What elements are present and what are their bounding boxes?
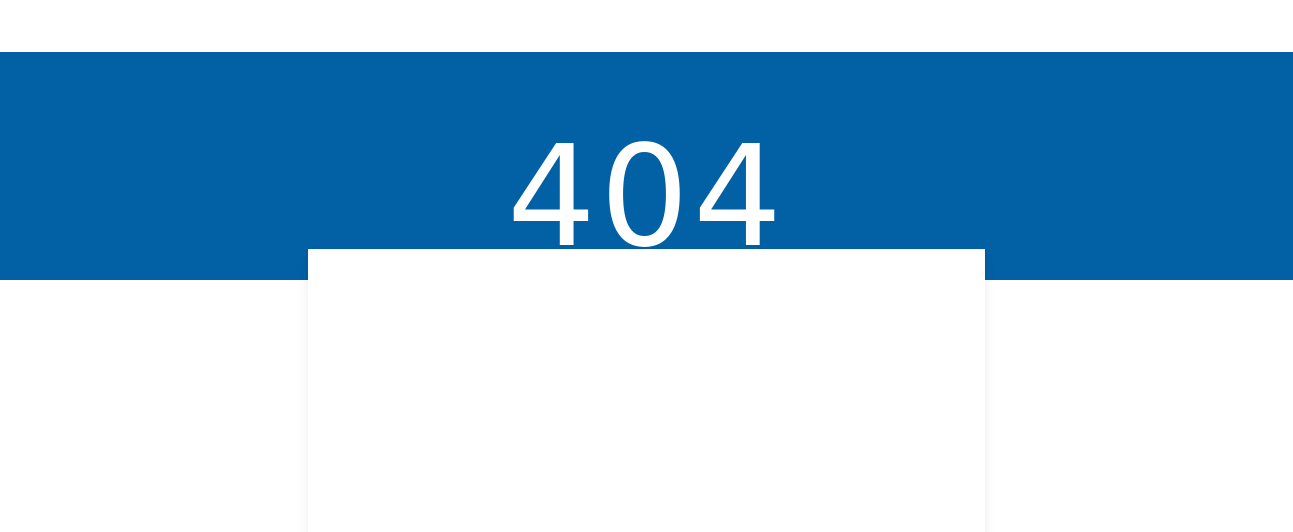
- error-code-heading: 404: [506, 116, 787, 279]
- hero-band: [0, 52, 1293, 280]
- content-card: [308, 249, 985, 532]
